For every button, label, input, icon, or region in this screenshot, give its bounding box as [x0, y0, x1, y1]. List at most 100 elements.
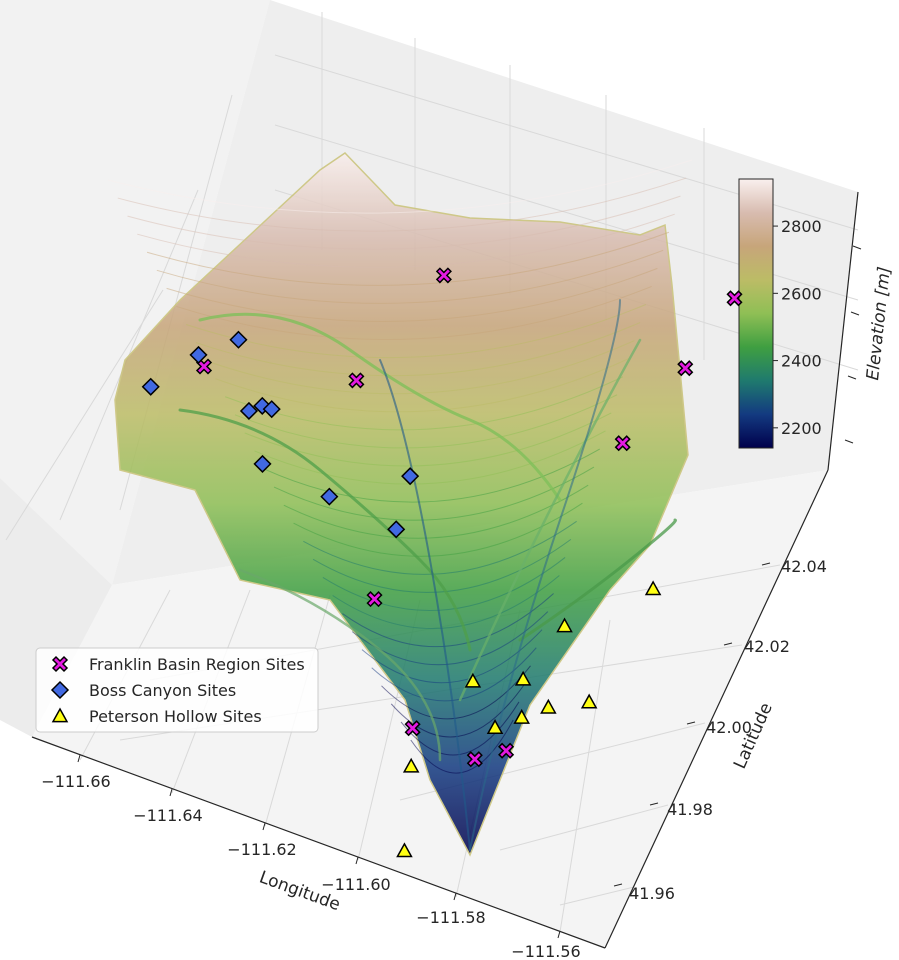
boss-canyon-marker	[229, 330, 248, 349]
contour-line	[156, 249, 664, 304]
y-tick-label: 41.98	[667, 800, 713, 819]
boss-canyon-marker	[253, 454, 272, 473]
contour-line	[254, 430, 606, 485]
ridge-line	[238, 568, 442, 762]
x-tick-label: −111.60	[321, 875, 390, 894]
boss-canyon-marker	[189, 345, 208, 364]
boss-canyon-marker	[141, 377, 160, 396]
x-tick-mark	[77, 754, 81, 763]
boss-canyon-marker	[239, 401, 259, 421]
x-tick-label: −111.62	[227, 840, 296, 859]
x-tick-label: −111.66	[41, 772, 110, 791]
peterson-hollow-marker	[402, 757, 420, 773]
contour-line	[137, 213, 675, 268]
legend-markers	[50, 655, 70, 723]
contour-line	[215, 358, 629, 413]
ridge-lines	[178, 299, 677, 851]
franklin-basin-marker	[348, 372, 365, 389]
franklin-basin-marker	[677, 360, 694, 377]
legend-marker-icon	[51, 707, 69, 723]
axis-lines	[31, 191, 859, 949]
legend-label-boss: Boss Canyon Sites	[89, 681, 236, 700]
contour-line	[264, 448, 600, 503]
franklin-basin-marker	[366, 591, 383, 608]
x-tick-label: −111.58	[416, 908, 485, 927]
z-axis-line	[827, 191, 859, 471]
ridge-line	[178, 408, 472, 652]
y-tick-label: 42.02	[744, 637, 790, 656]
x-tick-mark	[169, 788, 173, 797]
contour-line	[371, 647, 537, 702]
contour-line	[205, 340, 635, 395]
y-tick-mark	[613, 883, 623, 887]
boss-canyon-marker	[320, 487, 339, 506]
y-tick-mark	[723, 642, 733, 646]
x-tick-mark	[557, 930, 561, 939]
contour-line	[127, 195, 681, 250]
contour-line	[303, 520, 577, 575]
peterson-hollow-marker	[396, 842, 413, 858]
franklin-basin-marker	[726, 290, 743, 307]
x-tick-mark	[355, 856, 359, 865]
z-tick-mark	[852, 245, 862, 250]
legend-marker-icon	[50, 680, 70, 700]
x-axis-line	[31, 736, 606, 949]
colorbar-tick-label: 2400	[781, 352, 822, 371]
colorbar-gradient	[738, 178, 774, 449]
y-tick-label: 41.96	[629, 884, 675, 903]
contour-line	[185, 304, 647, 359]
y-tick-mark	[686, 721, 696, 725]
contour-line	[293, 502, 583, 557]
y-axis-ticks: 41.96 41.98 42.00 42.02 42.04	[613, 557, 827, 903]
left-wall-pane	[0, 478, 112, 737]
legend-label-franklin: Franklin Basin Region Sites	[89, 655, 305, 674]
x-tick-mark	[262, 822, 266, 831]
peterson-hollow-marker	[513, 708, 530, 724]
contour-line	[381, 665, 531, 720]
colorbar: 2200 2400 2600 2800	[738, 178, 822, 449]
z-axis-ticks	[844, 245, 862, 444]
z-tick-mark	[844, 439, 854, 444]
valley-line	[469, 299, 621, 851]
contour-line	[225, 376, 624, 431]
z-axis-title: Elevation [m]	[863, 266, 895, 382]
peterson-hollow-marker	[556, 617, 573, 633]
contour-line	[342, 593, 554, 648]
peterson-hollow-marker	[464, 672, 482, 688]
contour-line	[176, 285, 652, 341]
boss-canyon-marker	[262, 400, 281, 419]
y-tick-label: 42.00	[706, 718, 752, 737]
peterson-hollow-marker	[644, 580, 662, 596]
boss-canyon-marker	[401, 467, 420, 486]
terrain-surface	[107, 152, 693, 857]
y-tick-mark	[649, 802, 659, 806]
peterson-hollow-marker	[514, 670, 532, 686]
peterson-hollow-marker	[486, 719, 504, 734]
peterson-hollow-marker	[580, 693, 598, 709]
ridge-line	[518, 518, 677, 642]
x-tick-label: −111.56	[511, 942, 580, 960]
contour-line	[195, 322, 641, 377]
legend-label-peterson: Peterson Hollow Sites	[89, 707, 262, 726]
contour-line	[234, 394, 618, 449]
y-tick-label: 42.04	[781, 557, 827, 576]
x-tick-label: −111.64	[133, 806, 202, 825]
valley-line	[379, 359, 471, 851]
y-axis-line	[604, 469, 829, 949]
contour-line	[117, 177, 687, 232]
legend-marker-icon	[51, 655, 69, 673]
contour-line	[332, 575, 560, 629]
franklin-basin-marker	[195, 358, 213, 375]
franklin-basin-marker	[466, 751, 483, 768]
legend-box	[35, 647, 319, 733]
colorbar-tick-label: 2200	[781, 419, 822, 438]
contour-line	[146, 231, 670, 286]
boss-canyon-marker	[387, 520, 406, 539]
contour-line	[166, 267, 658, 322]
contour-line	[312, 538, 572, 593]
site-markers	[141, 267, 743, 858]
legend: Franklin Basin Region Sites Boss Canyon …	[35, 647, 319, 733]
colorbar-tick-label: 2600	[781, 284, 822, 303]
ridge-line	[198, 312, 562, 502]
